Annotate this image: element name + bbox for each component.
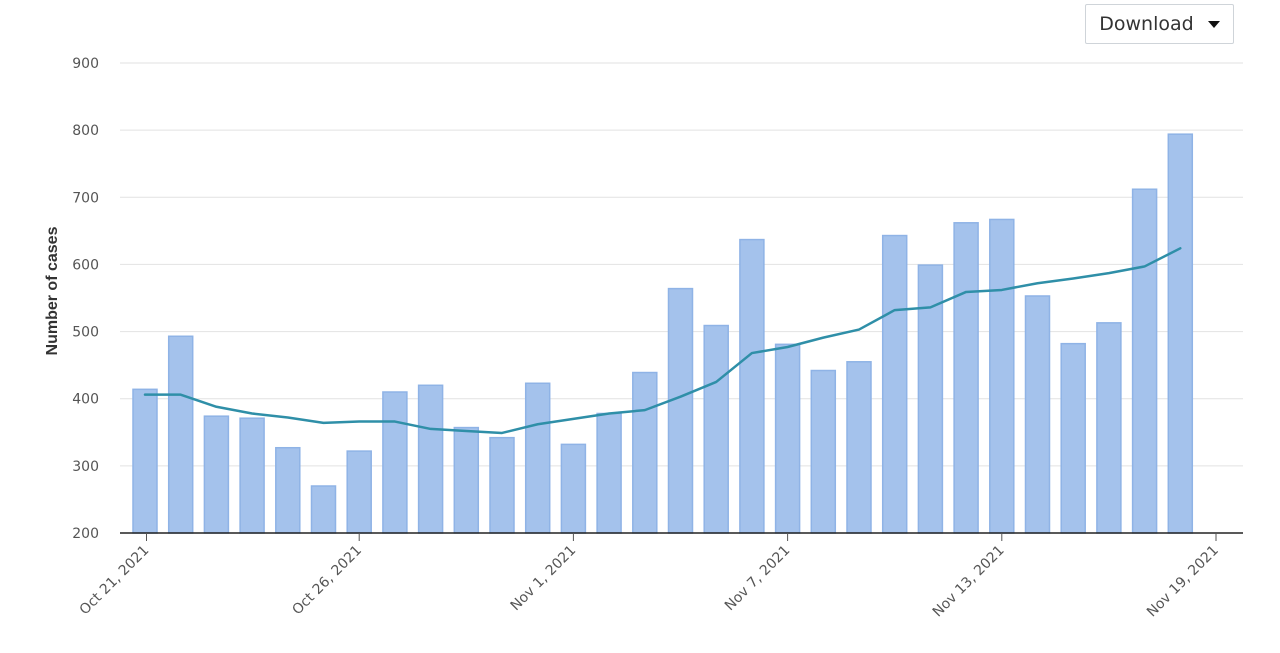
y-tick-label: 800 <box>72 123 99 139</box>
y-tick-label: 400 <box>72 392 99 408</box>
bars <box>132 133 1194 534</box>
bar <box>774 343 801 534</box>
bar <box>989 218 1015 534</box>
bar <box>846 361 872 534</box>
bar <box>346 450 372 534</box>
bar <box>132 388 158 534</box>
y-tick-label: 200 <box>72 526 99 542</box>
download-label: Download <box>1099 13 1194 35</box>
y-axis-label: Number of cases <box>44 226 61 355</box>
bar <box>1167 133 1194 534</box>
y-tick-label: 900 <box>72 56 99 72</box>
x-tick-label: Nov 19, 2021 <box>1144 543 1222 621</box>
bar <box>739 238 765 534</box>
download-button[interactable]: Download <box>1085 4 1234 44</box>
bar <box>489 436 515 534</box>
bar <box>560 443 587 534</box>
bar <box>632 371 658 534</box>
bar <box>953 222 979 534</box>
trend-line-group <box>143 247 1182 435</box>
x-tick-label: Nov 7, 2021 <box>722 543 794 615</box>
y-tick-label: 500 <box>72 325 99 341</box>
bar <box>1096 322 1122 534</box>
bar <box>1060 342 1086 534</box>
bar <box>524 382 551 534</box>
y-tick-label: 700 <box>72 190 99 206</box>
y-tick-label: 600 <box>72 257 99 273</box>
bar <box>703 324 729 534</box>
x-tick-label: Nov 13, 2021 <box>930 543 1008 621</box>
bar <box>917 264 944 534</box>
bar <box>417 384 444 534</box>
bar <box>275 446 301 534</box>
x-tick-label: Oct 21, 2021 <box>77 543 153 619</box>
y-tick-label: 300 <box>72 459 99 475</box>
bar <box>667 287 694 534</box>
x-tick-label: Nov 1, 2021 <box>508 543 580 615</box>
trend-line <box>143 247 1182 435</box>
bar <box>1131 188 1158 534</box>
y-tick-labels: 200 300 400 500 600 700 800 900 <box>72 56 99 542</box>
bar <box>310 485 337 534</box>
bar <box>167 335 194 534</box>
caret-down-icon <box>1207 20 1220 28</box>
bar <box>881 234 908 534</box>
bar <box>453 426 480 534</box>
x-tick-labels: Oct 21, 2021 Oct 26, 2021 Nov 1, 2021 Nov 7… <box>77 533 1222 620</box>
x-tick-label: Oct 26, 2021 <box>289 543 365 619</box>
bar <box>239 417 265 534</box>
bar <box>382 391 408 534</box>
bar <box>596 412 622 534</box>
bar <box>203 415 230 534</box>
bar <box>1024 295 1051 534</box>
bar <box>810 369 837 534</box>
